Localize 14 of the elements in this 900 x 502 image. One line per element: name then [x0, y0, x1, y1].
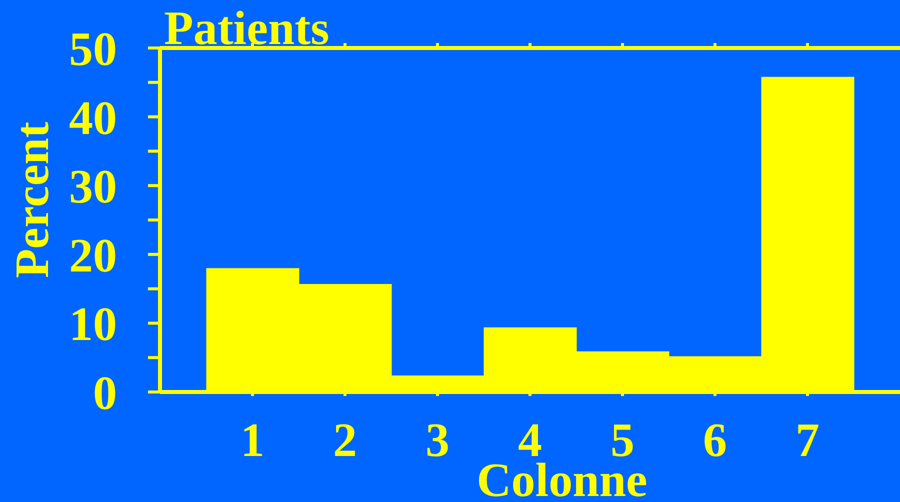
y-tick-label: 10	[69, 298, 117, 352]
chart-title: Patients	[164, 2, 330, 55]
y-tick-label: 20	[69, 229, 117, 282]
x-tick-label: 2	[333, 414, 357, 468]
x-tick-label: 5	[610, 414, 634, 468]
y-tick-label: 50	[69, 23, 117, 76]
y-tick-label: 40	[69, 92, 117, 145]
y-tick-label: 30	[69, 160, 117, 214]
x-tick-label: 6	[703, 414, 727, 468]
x-tick-label: 3	[426, 414, 450, 468]
x-tick-label: 1	[240, 414, 264, 468]
y-tick-label: 0	[93, 367, 117, 420]
x-tick-label: 7	[796, 414, 820, 468]
y-axis-title: Percent	[6, 122, 58, 278]
